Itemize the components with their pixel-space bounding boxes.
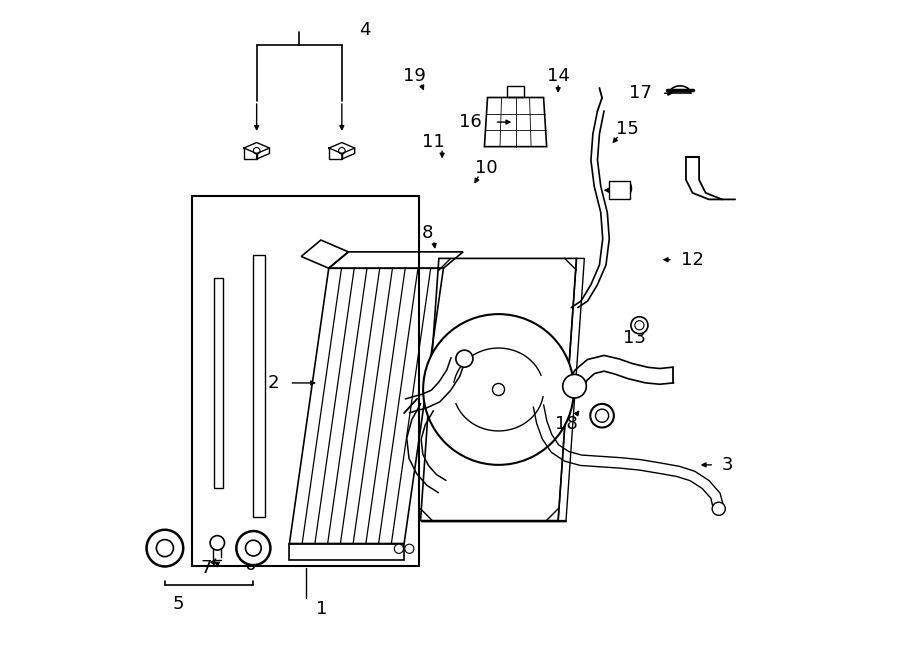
- Circle shape: [157, 539, 174, 557]
- Text: 16: 16: [459, 113, 482, 131]
- Text: 11: 11: [422, 133, 445, 151]
- Text: 9: 9: [622, 181, 634, 199]
- Text: 19: 19: [402, 67, 426, 85]
- Circle shape: [423, 314, 574, 465]
- Text: 17: 17: [629, 84, 652, 102]
- Bar: [193, 196, 418, 566]
- Circle shape: [456, 350, 472, 368]
- Text: 6: 6: [245, 556, 256, 574]
- Circle shape: [394, 544, 403, 553]
- Circle shape: [712, 502, 725, 516]
- Text: 13: 13: [624, 329, 646, 348]
- Text: 4: 4: [359, 21, 371, 39]
- Text: 8: 8: [421, 225, 433, 243]
- Circle shape: [631, 317, 648, 334]
- Circle shape: [492, 383, 505, 395]
- Circle shape: [246, 540, 261, 556]
- Circle shape: [596, 409, 608, 422]
- Circle shape: [237, 531, 270, 565]
- Circle shape: [590, 404, 614, 428]
- Circle shape: [562, 374, 586, 398]
- Circle shape: [147, 529, 184, 566]
- Text: 1: 1: [316, 600, 327, 618]
- Text: 18: 18: [555, 414, 578, 432]
- Text: 3: 3: [722, 456, 734, 474]
- Text: 2: 2: [268, 374, 280, 392]
- Text: 15: 15: [616, 120, 638, 137]
- Bar: [254, 255, 266, 518]
- Circle shape: [634, 321, 644, 330]
- Text: 14: 14: [546, 67, 570, 85]
- Text: 12: 12: [680, 251, 704, 269]
- Circle shape: [405, 544, 414, 553]
- Text: 5: 5: [172, 595, 184, 613]
- Text: 10: 10: [474, 159, 498, 177]
- Bar: [608, 181, 630, 200]
- Bar: [214, 278, 222, 488]
- Circle shape: [210, 535, 224, 550]
- Text: 7: 7: [201, 559, 212, 577]
